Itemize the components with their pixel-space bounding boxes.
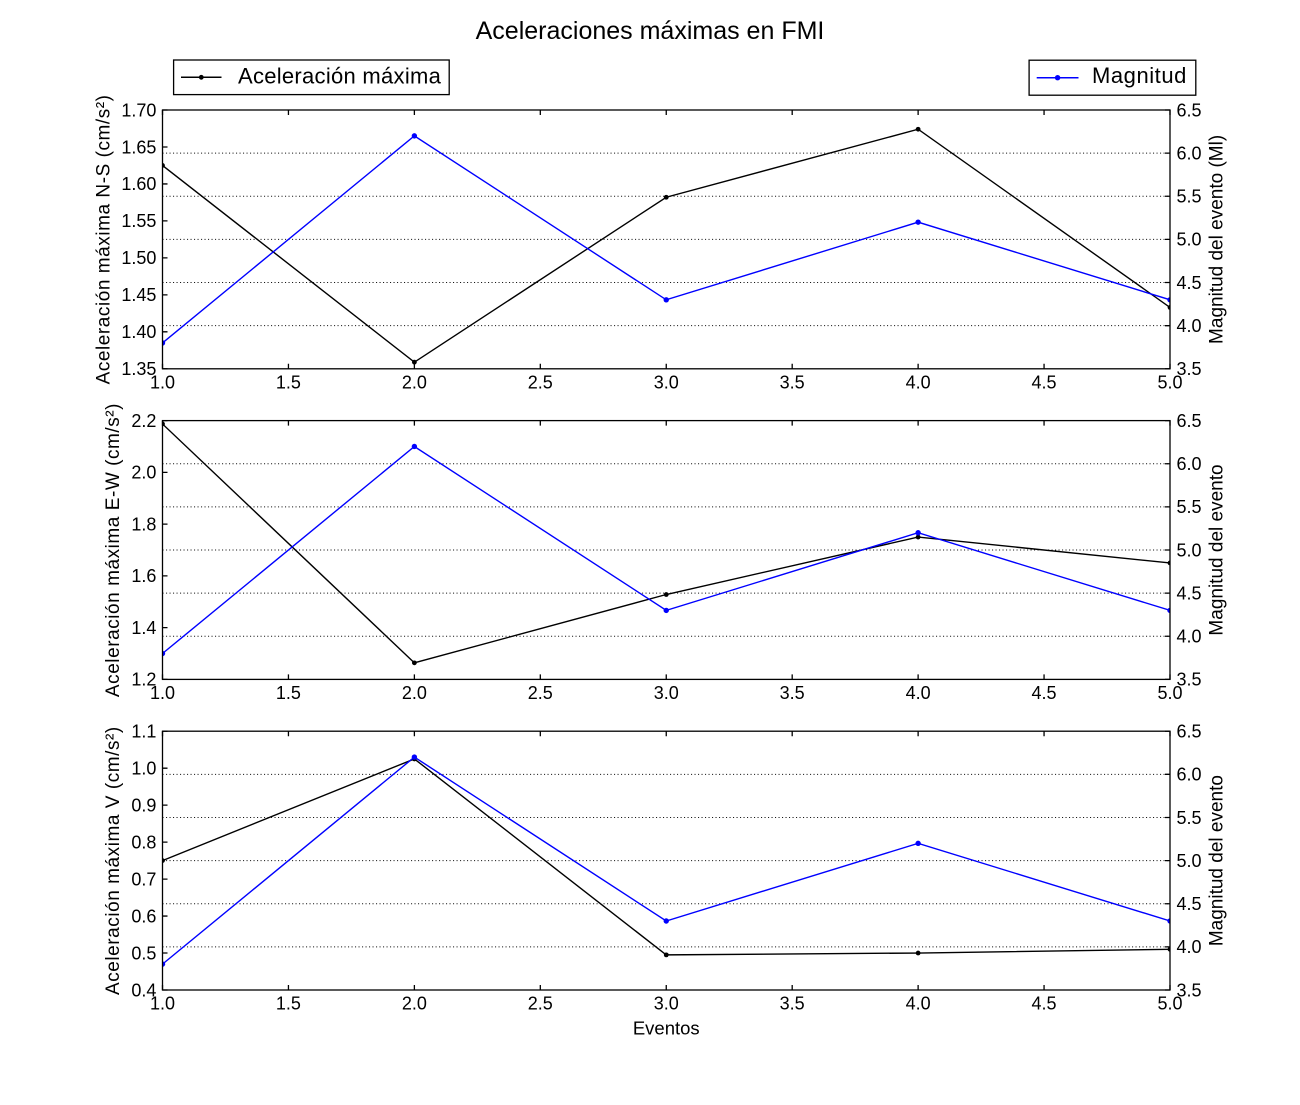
svg-text:1.70: 1.70 — [121, 100, 156, 120]
svg-text:0.4: 0.4 — [131, 980, 156, 1000]
svg-text:1.55: 1.55 — [121, 211, 156, 231]
svg-text:6.0: 6.0 — [1177, 454, 1202, 474]
svg-text:0.9: 0.9 — [131, 795, 156, 815]
svg-text:6.5: 6.5 — [1177, 722, 1202, 742]
svg-text:4.0: 4.0 — [906, 994, 931, 1014]
svg-text:Magnitud del evento (Ml): Magnitud del evento (Ml) — [1206, 135, 1227, 344]
svg-text:Magnitud del evento: Magnitud del evento — [1206, 775, 1227, 946]
svg-text:5.0: 5.0 — [1177, 230, 1202, 250]
svg-text:1.2: 1.2 — [131, 670, 156, 690]
svg-text:2.0: 2.0 — [402, 994, 427, 1014]
svg-text:1.5: 1.5 — [276, 994, 301, 1014]
svg-text:2.5: 2.5 — [528, 372, 553, 392]
svg-text:1.5: 1.5 — [276, 683, 301, 703]
svg-text:2.0: 2.0 — [402, 372, 427, 392]
svg-text:3.0: 3.0 — [654, 683, 679, 703]
svg-text:5.0: 5.0 — [1157, 372, 1182, 392]
svg-text:1.60: 1.60 — [121, 174, 156, 194]
svg-text:1.0: 1.0 — [150, 994, 175, 1014]
svg-text:4.5: 4.5 — [1032, 683, 1057, 703]
svg-text:2.0: 2.0 — [131, 463, 156, 483]
svg-text:4.5: 4.5 — [1177, 273, 1202, 293]
svg-text:6.5: 6.5 — [1177, 100, 1202, 120]
svg-text:1.65: 1.65 — [121, 137, 156, 157]
svg-text:1.0: 1.0 — [150, 372, 175, 392]
svg-text:3.0: 3.0 — [654, 994, 679, 1014]
svg-text:5.0: 5.0 — [1177, 851, 1202, 871]
svg-text:5.0: 5.0 — [1177, 540, 1202, 560]
svg-text:0.7: 0.7 — [131, 869, 156, 889]
svg-text:3.5: 3.5 — [780, 683, 805, 703]
svg-text:3.5: 3.5 — [1177, 980, 1202, 1000]
svg-text:1.0: 1.0 — [131, 758, 156, 778]
svg-text:Aceleración máxima V (cm/s²): Aceleración máxima V (cm/s²) — [103, 726, 124, 995]
svg-text:6.5: 6.5 — [1177, 411, 1202, 431]
svg-text:1.35: 1.35 — [121, 359, 156, 379]
svg-text:5.5: 5.5 — [1177, 808, 1202, 828]
svg-text:1.50: 1.50 — [121, 248, 156, 268]
svg-text:4.0: 4.0 — [906, 372, 931, 392]
svg-text:1.4: 1.4 — [131, 618, 156, 638]
svg-text:4.5: 4.5 — [1177, 583, 1202, 603]
svg-text:2.5: 2.5 — [528, 994, 553, 1014]
svg-text:Aceleración máxima: Aceleración máxima — [238, 64, 442, 89]
svg-text:Magnitud: Magnitud — [1092, 63, 1187, 88]
svg-text:Aceleración máxima N-S (cm/s²): Aceleración máxima N-S (cm/s²) — [93, 94, 114, 384]
svg-text:1.5: 1.5 — [276, 372, 301, 392]
svg-text:5.0: 5.0 — [1157, 683, 1182, 703]
svg-text:3.5: 3.5 — [1177, 359, 1202, 379]
svg-text:Eventos: Eventos — [633, 1018, 700, 1039]
svg-text:0.6: 0.6 — [131, 906, 156, 926]
svg-text:2.5: 2.5 — [528, 683, 553, 703]
svg-text:1.1: 1.1 — [131, 722, 156, 742]
svg-text:Magnitud del evento: Magnitud del evento — [1206, 464, 1227, 635]
svg-text:4.5: 4.5 — [1032, 994, 1057, 1014]
svg-text:Aceleración máxima E-W (cm/s²): Aceleración máxima E-W (cm/s²) — [103, 403, 124, 697]
svg-text:5.5: 5.5 — [1177, 187, 1202, 207]
svg-text:2.0: 2.0 — [402, 683, 427, 703]
svg-text:0.5: 0.5 — [131, 943, 156, 963]
svg-text:1.6: 1.6 — [131, 566, 156, 586]
svg-text:0.8: 0.8 — [131, 832, 156, 852]
svg-text:4.0: 4.0 — [906, 683, 931, 703]
svg-text:Aceleraciones máximas en FMI: Aceleraciones máximas en FMI — [476, 17, 825, 45]
svg-text:4.0: 4.0 — [1177, 627, 1202, 647]
svg-text:4.0: 4.0 — [1177, 937, 1202, 957]
svg-text:5.0: 5.0 — [1157, 994, 1182, 1014]
svg-text:5.5: 5.5 — [1177, 497, 1202, 517]
svg-text:1.40: 1.40 — [121, 322, 156, 342]
svg-text:1.0: 1.0 — [150, 683, 175, 703]
svg-text:3.0: 3.0 — [654, 372, 679, 392]
svg-text:6.0: 6.0 — [1177, 143, 1202, 163]
svg-text:3.5: 3.5 — [780, 994, 805, 1014]
svg-text:2.2: 2.2 — [131, 411, 156, 431]
svg-text:3.5: 3.5 — [780, 372, 805, 392]
svg-text:1.8: 1.8 — [131, 514, 156, 534]
svg-text:4.5: 4.5 — [1177, 894, 1202, 914]
svg-text:1.45: 1.45 — [121, 285, 156, 305]
svg-text:4.0: 4.0 — [1177, 316, 1202, 336]
svg-text:4.5: 4.5 — [1032, 372, 1057, 392]
svg-text:6.0: 6.0 — [1177, 765, 1202, 785]
svg-text:3.5: 3.5 — [1177, 670, 1202, 690]
